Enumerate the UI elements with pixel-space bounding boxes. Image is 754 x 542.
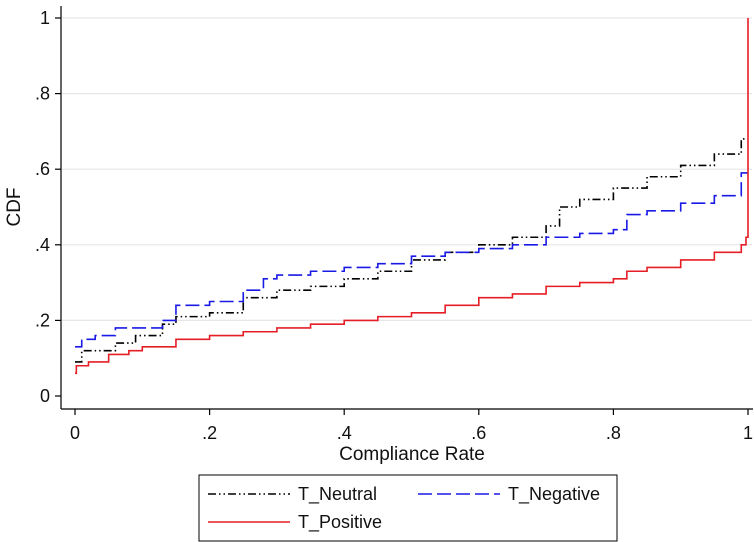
- legend-label-neutral: T_Neutral: [298, 484, 377, 505]
- x-tick-label: .2: [202, 423, 217, 443]
- y-axis-title: CDF: [4, 187, 25, 226]
- legend-label-positive: T_Positive: [298, 512, 382, 533]
- ticks-layer: 0 .2 .4 .6 .8 1 0 .2 .4 .6 .8 1: [35, 8, 753, 443]
- axis-layer: CDF Compliance Rate: [4, 6, 753, 465]
- x-tick-label: .4: [337, 423, 352, 443]
- legend-label-negative: T_Negative: [508, 484, 600, 505]
- series-line-t-positive: [75, 18, 749, 375]
- y-tick-label: 0: [40, 386, 50, 406]
- series-line-t-neutral: [75, 138, 748, 363]
- x-tick-label: .8: [606, 423, 621, 443]
- x-tick-label: 0: [70, 423, 80, 443]
- legend: T_Neutral T_Negative T_Positive: [198, 474, 618, 542]
- x-tick-label: .6: [471, 423, 486, 443]
- y-tick-label: .4: [35, 235, 50, 255]
- x-axis-title: Compliance Rate: [339, 444, 485, 465]
- grid-layer: [62, 17, 752, 321]
- y-tick-label: .2: [35, 310, 50, 330]
- x-tick-label: 1: [743, 423, 753, 443]
- y-tick-label: 1: [40, 8, 50, 28]
- y-tick-label: .8: [35, 84, 50, 104]
- series-line-t-negative: [75, 172, 748, 348]
- series-layer: [75, 18, 749, 375]
- legend-box: [198, 474, 618, 542]
- y-tick-label: .6: [35, 159, 50, 179]
